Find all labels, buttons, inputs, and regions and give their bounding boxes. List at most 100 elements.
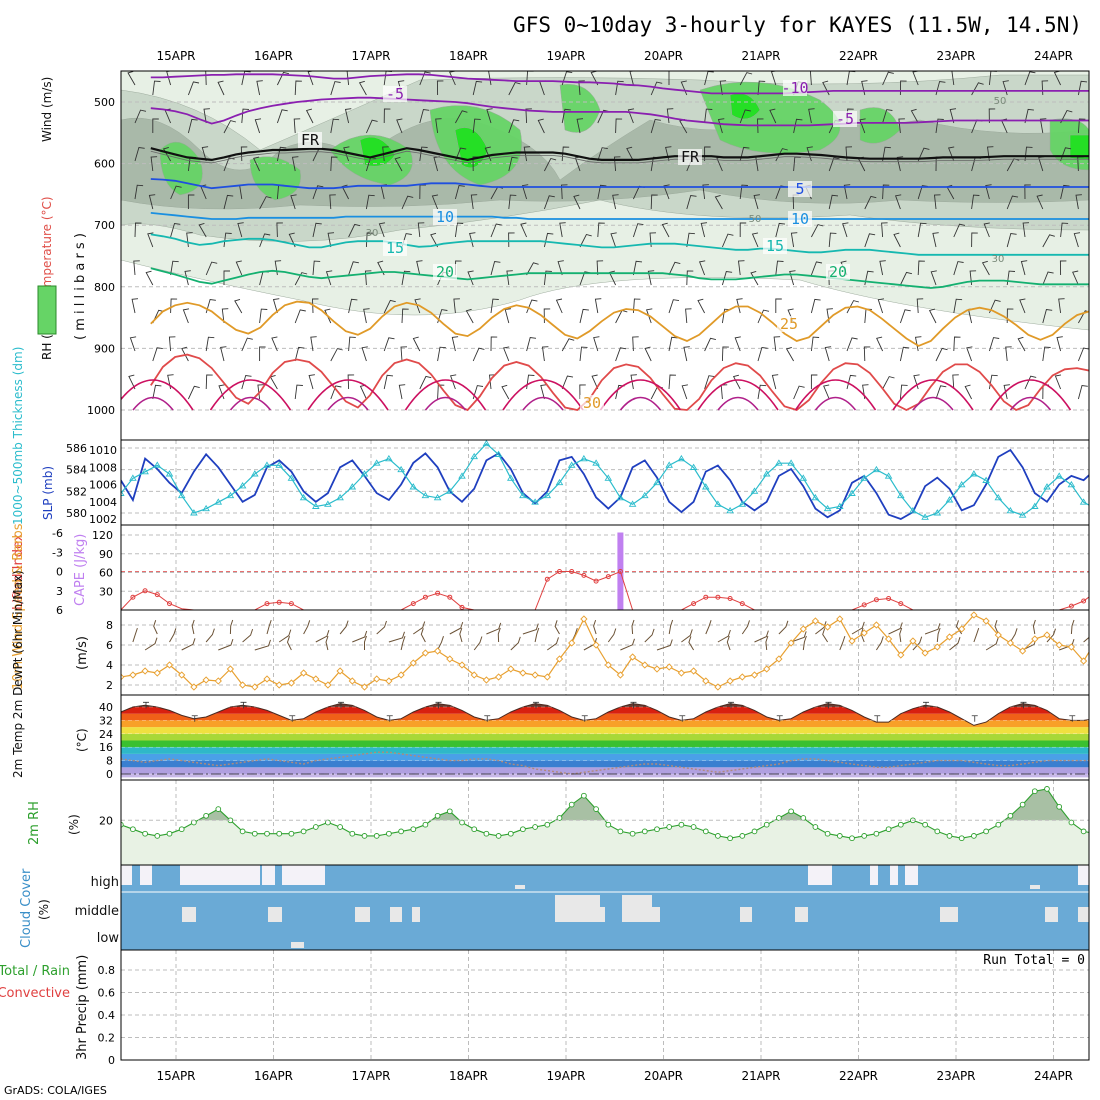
wind-speed-point [945,633,954,641]
minmax-marker [240,701,247,709]
thickness-point [799,474,808,481]
temp-band [121,747,1089,754]
wind-speed-point [677,669,686,677]
isotherm-label-bg [383,240,407,256]
rh2m-point [678,821,685,828]
isotherm-label-bg [433,209,457,225]
wind-barb [358,80,367,96]
wind-barb [751,232,759,248]
wind-barb [773,336,781,352]
wind-barb [757,118,764,134]
wind-speed-point [909,637,917,645]
rh2m-point [1068,819,1075,826]
wind-speed-point [763,665,771,673]
cloud-gap-high [140,865,152,885]
thickness-point [543,491,552,499]
wind-barb [145,270,154,286]
wind-speed-point [994,631,1002,639]
isotherm-label: 10 [436,208,454,226]
isotherm-loop [424,396,467,411]
wind-barb [269,374,278,390]
minmax-marker [728,701,734,709]
thickness-axis-label: 1000~500mb Thickness (dm) [11,347,25,525]
thickness-point [653,478,661,486]
rh2m-point [166,830,173,837]
wind-barb [736,298,743,314]
cloud-gap-middle [355,907,370,922]
rh2m-point [1031,788,1038,795]
rh2m-unit-label: (%) [67,814,81,835]
wind-barb [668,619,674,635]
wind-barb [162,146,171,162]
wind-barb [170,260,179,276]
wind-speed-point [921,649,929,657]
thickness-point [312,502,320,509]
wind-barb [952,374,959,390]
lifted-index-point [703,594,709,600]
wind-barb [241,337,253,352]
pressure-tick-label: 700 [94,219,115,232]
wind-barb [1060,222,1069,238]
wind-barb [559,222,566,238]
rh2m-point [251,830,258,837]
wind-barb [561,108,571,124]
thickness-point [348,483,357,490]
wind-speed-point [1006,639,1015,647]
rh2m-point [824,830,831,837]
thickness-point [738,500,747,507]
date-label-bottom: 19APR [546,1069,585,1083]
isotherm-loop [599,379,682,411]
thickness-point [580,454,588,462]
wind-barb [863,346,871,362]
thickness-point [836,502,844,509]
isotherm-line [150,147,1089,162]
cloud-gap-middle [412,907,420,922]
wind-barb [288,232,296,248]
wind-barb [133,260,140,276]
wind-barb [615,80,624,96]
rh-legend-swatch [37,285,57,335]
wind-barb [785,346,794,362]
wind-barb [383,374,394,390]
wind-barb [348,298,358,314]
wind-barb [330,348,343,362]
thickness-point [397,465,405,473]
precip-tick-label: 0.6 [98,987,116,1000]
wind-layer [121,611,1089,691]
wind-barb [339,620,349,635]
wind-barb [187,385,200,400]
cloud-gap-middle [555,907,605,922]
wind-barb [276,146,287,162]
wind-barb [949,637,961,651]
wind-barb [217,80,225,96]
wind-speed-point [750,671,759,679]
wind-barb [253,156,261,172]
wind-barb [734,336,741,352]
wind-barb [276,71,290,86]
wind-speed-point [1031,635,1039,643]
rh2m-point [312,824,319,830]
wind-barb [985,184,992,200]
wind-speed-point [141,667,149,675]
thickness-point [762,470,771,477]
wind-barb [152,118,159,133]
thickness-point [750,487,759,494]
li-tick-label: -3 [52,546,63,559]
footer-credit: GrADS: COLA/IGES [4,1084,107,1097]
wind-barb [932,232,939,248]
wind-barb [704,108,713,124]
precip-total-label: Total / Rain [0,964,70,979]
thickness-point [726,506,734,514]
rh2m-point [568,801,575,808]
wind-barb [131,298,139,314]
wind-barb [1024,375,1037,390]
minmax-marker [1020,701,1027,709]
wind-barb [435,118,442,134]
wind-barb [912,636,923,651]
wind-barb [1056,336,1063,352]
date-label-top: 23APR [936,49,975,63]
thickness-point [263,461,271,468]
panel-frame-wind [120,609,1090,696]
wind-speed-point [848,637,856,645]
